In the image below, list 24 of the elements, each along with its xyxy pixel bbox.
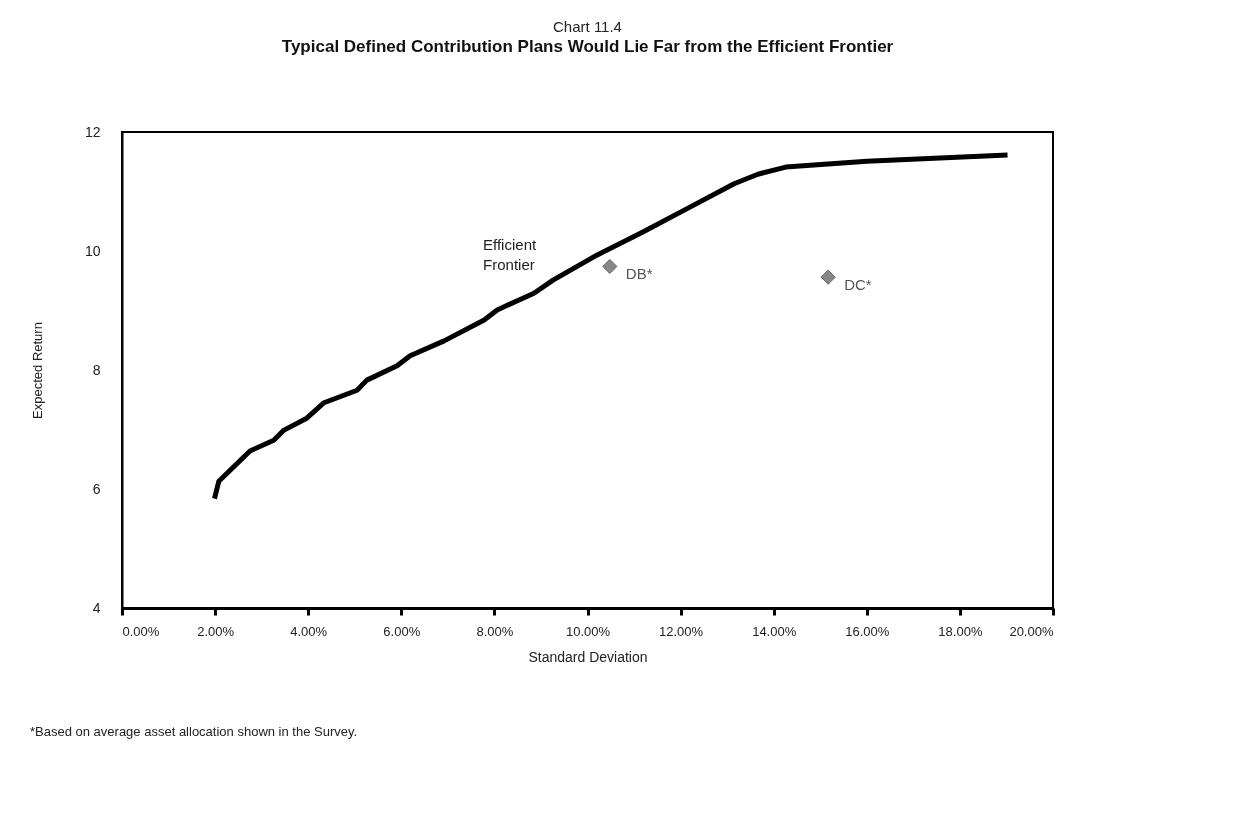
x-tick-label: 2.00% — [197, 623, 235, 639]
text: *Based on average asset allocation shown in the Survey. — [30, 724, 358, 739]
chart-subtitle: Typical Defined Contribution Plans Would Lie Far from the Efficient Frontier — [281, 37, 894, 56]
x-tick-label: 20.00% — [1009, 623, 1054, 639]
x-tick-label: 16.00% — [845, 623, 890, 639]
y-axis-title: Expected Return — [29, 322, 45, 419]
x-tick-label: 18.00% — [938, 623, 983, 639]
y-tick-label: 10 — [84, 242, 101, 259]
y-tick-label: 4 — [92, 599, 101, 616]
y-tick-label: 6 — [92, 480, 101, 497]
series-label: Efficient Frontier — [483, 236, 537, 274]
y-tick-label: 12 — [84, 123, 101, 140]
x-tick-label: 14.00% — [752, 623, 797, 639]
series-label: DC* — [844, 276, 872, 294]
x-tick-label: 8.00% — [476, 623, 514, 639]
x-tick-label: 10.00% — [565, 623, 611, 639]
x-tick-label: 6.00% — [383, 623, 421, 639]
chart-title: Chart 11.4 — [553, 18, 622, 35]
x-tick-label: 0.00% — [122, 623, 160, 639]
y-tick-label: 8 — [92, 361, 101, 378]
x-axis-title: Standard Deviation — [528, 648, 648, 665]
x-tick-label: 4.00% — [290, 623, 328, 639]
series-label: DB* — [625, 265, 653, 283]
x-tick-label: 12.00% — [659, 623, 704, 639]
